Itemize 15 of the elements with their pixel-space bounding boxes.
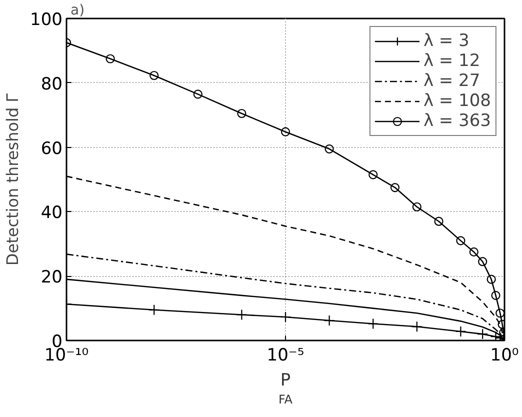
y-tick-label: 60 xyxy=(40,138,63,159)
legend-label: λ = 363 xyxy=(423,111,491,131)
x-tick-label: 10⁻⁵ xyxy=(266,346,304,366)
legend-label: λ = 12 xyxy=(423,51,480,71)
x-axis-title: PFA xyxy=(278,370,294,406)
y-tick-label: 20 xyxy=(40,268,63,288)
annotation: a) xyxy=(70,2,85,18)
legend-label: λ = 108 xyxy=(423,91,491,111)
y-tick-label: 100 xyxy=(30,10,63,30)
legend-label: λ = 3 xyxy=(423,31,470,51)
y-tick-label: 80 xyxy=(40,74,63,94)
legend-label: λ = 27 xyxy=(423,71,480,91)
y-tick-label: 40 xyxy=(40,203,63,224)
y-axis-title: Detection threshold Γ xyxy=(3,93,22,266)
x-tick-label: 10⁰ xyxy=(490,346,519,366)
